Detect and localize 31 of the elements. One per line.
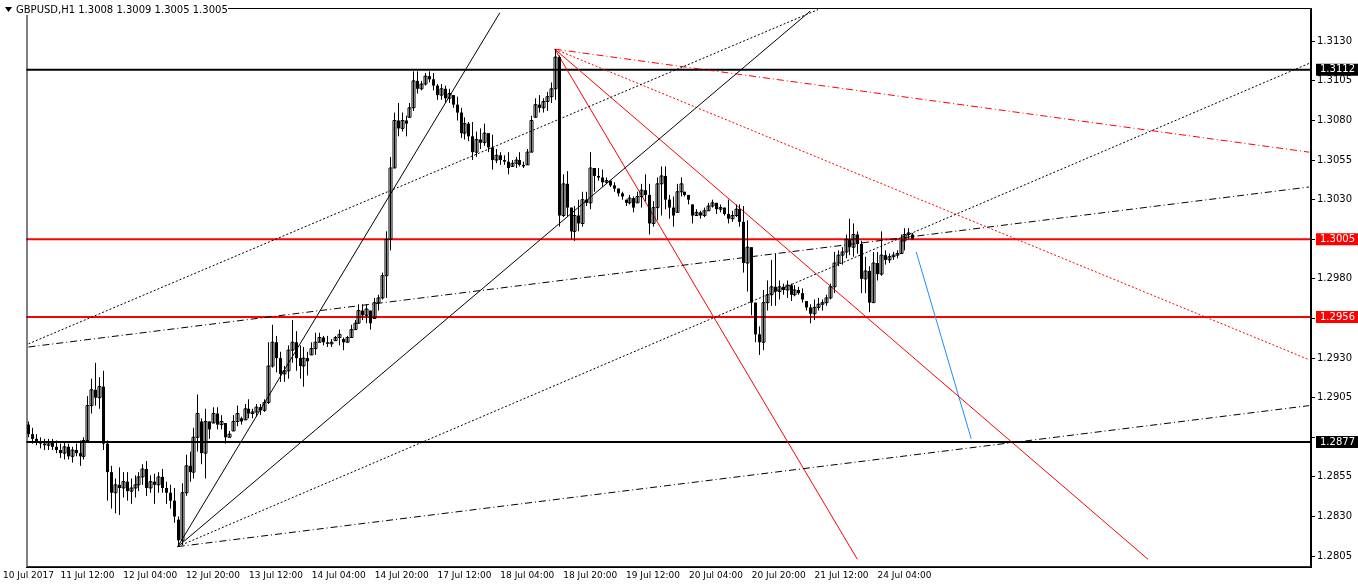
x-tick-label: 12 Jul 20:00 — [186, 569, 241, 580]
y-tick-label: 1.3030 — [1317, 193, 1353, 205]
y-tick-label: 1.3130 — [1317, 34, 1353, 46]
x-tick-label: 13 Jul 12:00 — [248, 569, 304, 580]
y-tick-label: 1.2830 — [1317, 510, 1353, 522]
ref-line-label: 1.2877 — [1320, 435, 1355, 447]
ref-line-label: 1.3005 — [1320, 232, 1355, 244]
y-tick-label: 1.2805 — [1317, 549, 1353, 561]
x-tick-label: 17 Jul 12:00 — [437, 569, 492, 580]
y-tick-label: 1.2930 — [1317, 351, 1353, 363]
x-tick-label: 20 Jul 04:00 — [688, 569, 744, 580]
y-tick-label: 1.3080 — [1317, 114, 1353, 126]
x-tick-label: 18 Jul 04:00 — [500, 569, 555, 580]
y-tick-label: 1.2980 — [1317, 272, 1353, 284]
x-tick-label: 24 Jul 04:00 — [877, 569, 932, 580]
ref-line-label: 1.3112 — [1320, 63, 1355, 75]
x-tick-label: 10 Jul 2017 — [3, 569, 54, 580]
y-tick-label: 1.3055 — [1317, 153, 1353, 165]
chart-title: GBPUSD,H1 1.3008 1.3009 1.3005 1.3005 — [16, 4, 228, 15]
x-tick-label: 12 Jul 04:00 — [123, 569, 178, 580]
x-tick-label: 21 Jul 12:00 — [814, 569, 869, 580]
x-tick-label: 14 Jul 20:00 — [374, 569, 429, 580]
y-tick-label: 1.2855 — [1317, 470, 1353, 482]
x-tick-label: 14 Jul 04:00 — [311, 569, 367, 580]
y-tick-label: 1.3105 — [1317, 74, 1353, 86]
x-tick-label: 11 Jul 12:00 — [60, 569, 115, 580]
x-tick-label: 18 Jul 20:00 — [563, 569, 618, 580]
ref-line-label: 1.2956 — [1320, 310, 1355, 322]
x-tick-label: 19 Jul 12:00 — [626, 569, 681, 580]
y-tick-label: 1.2905 — [1317, 391, 1353, 403]
x-tick-label: 20 Jul 20:00 — [751, 569, 806, 580]
